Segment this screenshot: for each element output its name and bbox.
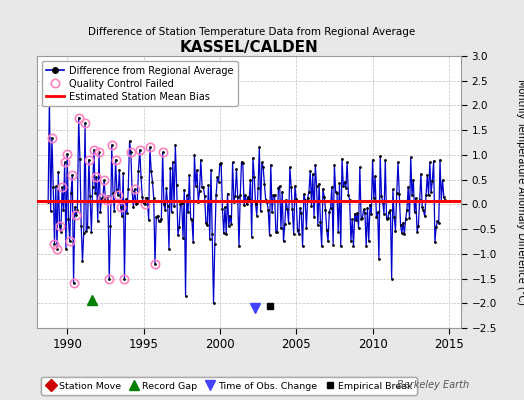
Text: Difference of Station Temperature Data from Regional Average: Difference of Station Temperature Data f… — [88, 27, 415, 37]
Text: Berkeley Earth: Berkeley Earth — [397, 380, 469, 390]
Title: KASSEL/CALDEN: KASSEL/CALDEN — [180, 40, 318, 55]
Y-axis label: Monthly Temperature Anomaly Difference (°C): Monthly Temperature Anomaly Difference (… — [516, 79, 524, 305]
Legend: Station Move, Record Gap, Time of Obs. Change, Empirical Break: Station Move, Record Gap, Time of Obs. C… — [41, 377, 417, 395]
